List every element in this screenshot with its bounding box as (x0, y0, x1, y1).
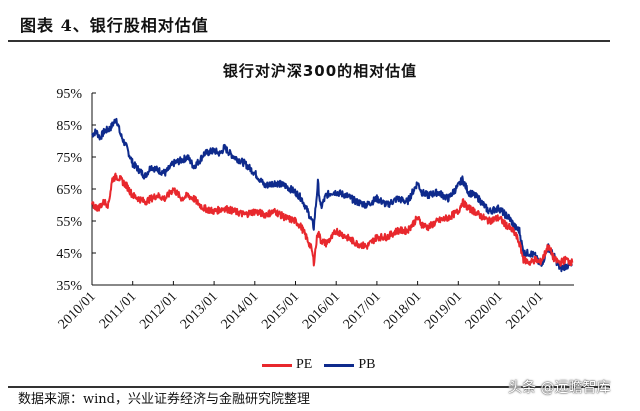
svg-text:55%: 55% (56, 215, 82, 230)
svg-text:65%: 65% (56, 183, 82, 198)
line-chart: 95% 85% 75% 65% 55% 45% 35% 2010/012011/012012… (56, 87, 574, 332)
legend-item-pe: PE (262, 357, 312, 373)
svg-text:95%: 95% (56, 87, 82, 102)
chart-title: 银行对沪深300的相对估值 (222, 62, 418, 80)
series-lines (91, 117, 574, 273)
svg-text:2021/01: 2021/01 (503, 289, 546, 332)
svg-text:85%: 85% (56, 119, 82, 134)
svg-text:2014/01: 2014/01 (219, 289, 262, 332)
svg-text:2010/01: 2010/01 (56, 289, 99, 332)
svg-text:2017/01: 2017/01 (341, 289, 384, 332)
legend-label-pb: PB (358, 357, 376, 372)
svg-text:2011/01: 2011/01 (97, 289, 140, 332)
svg-text:75%: 75% (56, 151, 82, 166)
svg-text:2012/01: 2012/01 (137, 289, 180, 332)
top-divider (8, 40, 610, 42)
x-axis-labels: 2010/012011/012012/012013/012014/012015/… (56, 289, 547, 332)
svg-text:2020/01: 2020/01 (463, 289, 506, 332)
series-line-pb (91, 117, 573, 273)
svg-text:2018/01: 2018/01 (381, 289, 424, 332)
legend: PE PB (262, 357, 387, 373)
chart-axes (91, 92, 574, 286)
watermark: 头条 @远瞻智库 (508, 380, 611, 396)
svg-text:2016/01: 2016/01 (300, 289, 343, 332)
svg-text:35%: 35% (56, 279, 82, 294)
legend-label-pe: PE (296, 357, 313, 372)
svg-text:2013/01: 2013/01 (178, 289, 221, 332)
legend-item-pb: PB (324, 357, 375, 373)
legend-swatch-pe (262, 363, 292, 367)
bottom-divider (8, 386, 610, 388)
source-note: 数据来源：wind，兴业证券经济与金融研究院整理 (18, 392, 310, 407)
legend-swatch-pb (324, 363, 355, 367)
series-line-pe (91, 172, 574, 267)
svg-text:2019/01: 2019/01 (422, 289, 465, 332)
svg-text:45%: 45% (56, 247, 82, 262)
svg-text:2015/01: 2015/01 (259, 289, 302, 332)
y-axis-labels: 95% 85% 75% 65% 55% 45% 35% (56, 87, 82, 294)
figure-title: 图表 4、银行股相对估值 (20, 16, 209, 35)
